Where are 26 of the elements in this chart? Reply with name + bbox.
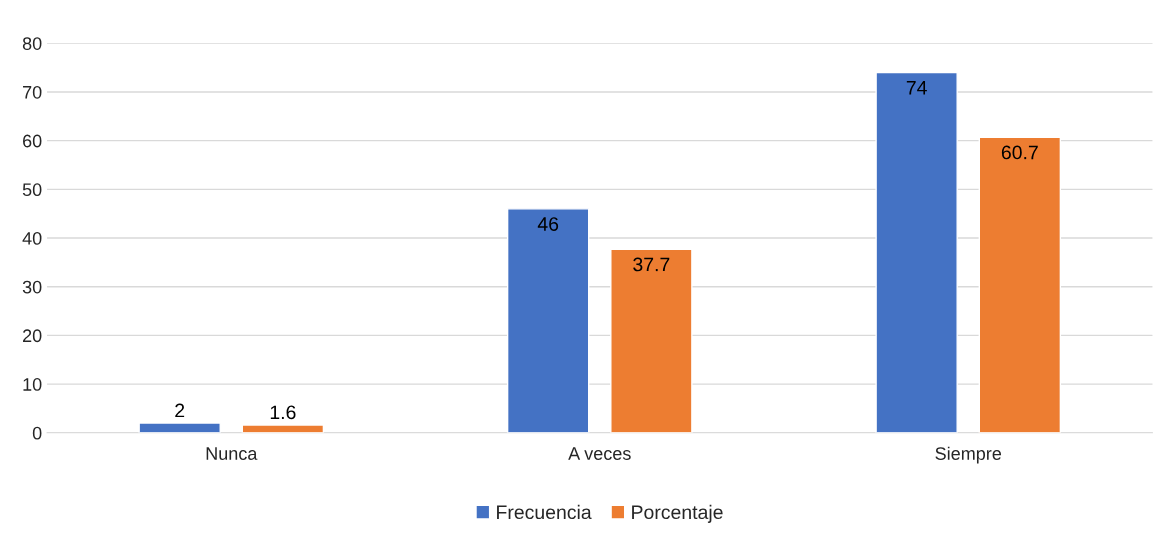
bar xyxy=(610,248,693,433)
y-tick-label: 30 xyxy=(22,280,42,294)
bar xyxy=(138,422,221,433)
x-tick-label: A veces xyxy=(568,447,631,460)
legend-label: Porcentaje xyxy=(632,504,723,523)
y-tick-label: 50 xyxy=(22,183,42,197)
y-tick-label: 0 xyxy=(32,426,42,440)
x-tick-label: Nunca xyxy=(206,447,258,460)
x-tick-label: Siempre xyxy=(935,446,1002,464)
bar xyxy=(875,71,958,433)
data-label: 74 xyxy=(906,81,927,95)
data-label: 60.7 xyxy=(1001,145,1038,160)
y-tick-label: 80 xyxy=(22,37,42,50)
y-tick-label: 70 xyxy=(23,85,42,99)
data-label: 1.6 xyxy=(270,405,296,420)
y-tick-label: 60 xyxy=(23,134,42,148)
bar xyxy=(241,424,325,433)
data-label: 46 xyxy=(537,217,559,231)
bar xyxy=(978,136,1062,433)
data-label: 2 xyxy=(175,403,185,418)
data-label: 37.7 xyxy=(633,257,670,272)
bar xyxy=(506,208,590,433)
y-tick-label: 20 xyxy=(23,329,42,343)
legend-label: Frecuencia xyxy=(497,504,592,520)
y-tick-label: 10 xyxy=(23,378,42,391)
y-tick-label: 40 xyxy=(22,231,42,245)
